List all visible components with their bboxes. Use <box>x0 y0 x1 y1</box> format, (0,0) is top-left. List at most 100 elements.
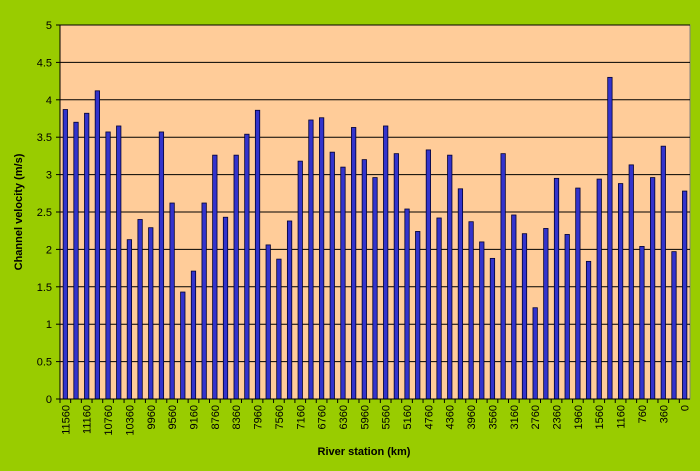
bar <box>650 177 656 400</box>
bar <box>286 220 293 400</box>
y-tick-label: 4.5 <box>37 57 52 69</box>
bar <box>425 149 431 400</box>
bar <box>62 109 68 400</box>
x-axis-title: River station (km) <box>318 446 411 458</box>
x-tick-label: 7560 <box>274 405 286 429</box>
bar <box>254 109 261 400</box>
bar <box>126 239 133 400</box>
x-tick-label: 6760 <box>317 405 329 429</box>
x-tick-label: 7960 <box>253 405 265 429</box>
bar <box>201 202 207 400</box>
x-tick-label: 3160 <box>509 405 521 429</box>
bar <box>190 270 197 400</box>
x-tick-label: 11160 <box>82 405 94 434</box>
bar <box>511 214 517 400</box>
bar <box>489 257 496 400</box>
bar <box>457 188 464 400</box>
x-tick-label: 8360 <box>231 405 243 429</box>
y-tick-label: 2.5 <box>37 207 52 219</box>
x-tick-label: 360 <box>658 405 670 423</box>
x-tick-label: 9160 <box>188 405 200 429</box>
bar <box>479 241 485 400</box>
bar <box>148 227 154 400</box>
x-tick-label: 4760 <box>423 405 435 429</box>
x-tick-label: 7160 <box>295 405 307 429</box>
bar <box>116 125 122 400</box>
bar <box>212 154 218 400</box>
bar <box>319 117 325 400</box>
x-tick-label: 5160 <box>402 405 414 429</box>
bar <box>585 260 592 400</box>
y-tick-label: 3.5 <box>37 132 52 144</box>
bar <box>617 183 624 400</box>
x-tick-label: 3960 <box>466 405 478 429</box>
x-tick-label: 8760 <box>210 405 222 429</box>
x-tick-label: 11560 <box>60 405 72 435</box>
bar <box>265 244 271 400</box>
bar <box>553 177 560 400</box>
bar <box>84 112 90 400</box>
y-tick-label: 4 <box>46 95 52 107</box>
y-tick-label: 1 <box>46 319 52 331</box>
bar <box>415 231 421 400</box>
x-tick-label: 2760 <box>530 405 542 429</box>
x-tick-label: 6360 <box>338 405 350 429</box>
bar <box>447 154 453 400</box>
bar <box>180 291 186 400</box>
y-axis-title: Channel velocity (m/s) <box>13 153 25 270</box>
bar <box>532 307 538 400</box>
bar <box>158 131 165 400</box>
bar <box>351 127 357 400</box>
bar <box>372 177 378 400</box>
y-tick-label: 5 <box>46 20 52 32</box>
x-tick-label: 5560 <box>381 405 393 429</box>
bar <box>276 258 282 400</box>
bar <box>575 187 581 400</box>
bar <box>660 145 666 400</box>
bar <box>244 133 250 400</box>
bar <box>308 119 314 400</box>
bar <box>468 221 474 400</box>
bar <box>169 202 175 400</box>
x-tick-label: 1160 <box>616 405 628 429</box>
x-tick-label: 3560 <box>487 405 499 429</box>
bar <box>521 233 528 400</box>
x-tick-label: 10360 <box>124 405 136 436</box>
bar <box>596 178 602 400</box>
bar <box>233 154 239 400</box>
x-tick-label: 10760 <box>103 405 115 436</box>
bar <box>73 121 79 400</box>
bar <box>607 76 613 400</box>
y-tick-label: 3 <box>46 170 52 182</box>
y-tick-label: 2 <box>46 244 52 256</box>
bar <box>564 234 570 400</box>
bar <box>94 90 100 400</box>
bar <box>329 151 335 400</box>
bar <box>682 190 688 400</box>
bar <box>543 228 549 400</box>
bar <box>393 153 399 400</box>
bar <box>222 216 229 400</box>
bar <box>105 131 111 400</box>
x-tick-label: 1960 <box>573 405 585 429</box>
bar <box>500 153 506 400</box>
y-tick-label: 0.5 <box>37 357 52 369</box>
x-tick-label: 0 <box>680 405 692 411</box>
bar <box>361 159 367 400</box>
x-tick-label: 9960 <box>146 405 158 429</box>
x-tick-label: 2360 <box>552 405 564 429</box>
bar <box>671 251 677 400</box>
bar <box>436 217 442 400</box>
bar <box>383 125 389 400</box>
x-tick-label: 5960 <box>359 405 371 429</box>
bar <box>628 164 634 400</box>
bar <box>340 166 346 400</box>
x-tick-label: 4360 <box>445 405 457 429</box>
x-tick-label: 760 <box>637 405 649 423</box>
x-tick-label: 1560 <box>594 405 606 429</box>
bar <box>639 246 645 400</box>
y-tick-label: 1.5 <box>37 282 52 294</box>
bar <box>297 160 303 400</box>
